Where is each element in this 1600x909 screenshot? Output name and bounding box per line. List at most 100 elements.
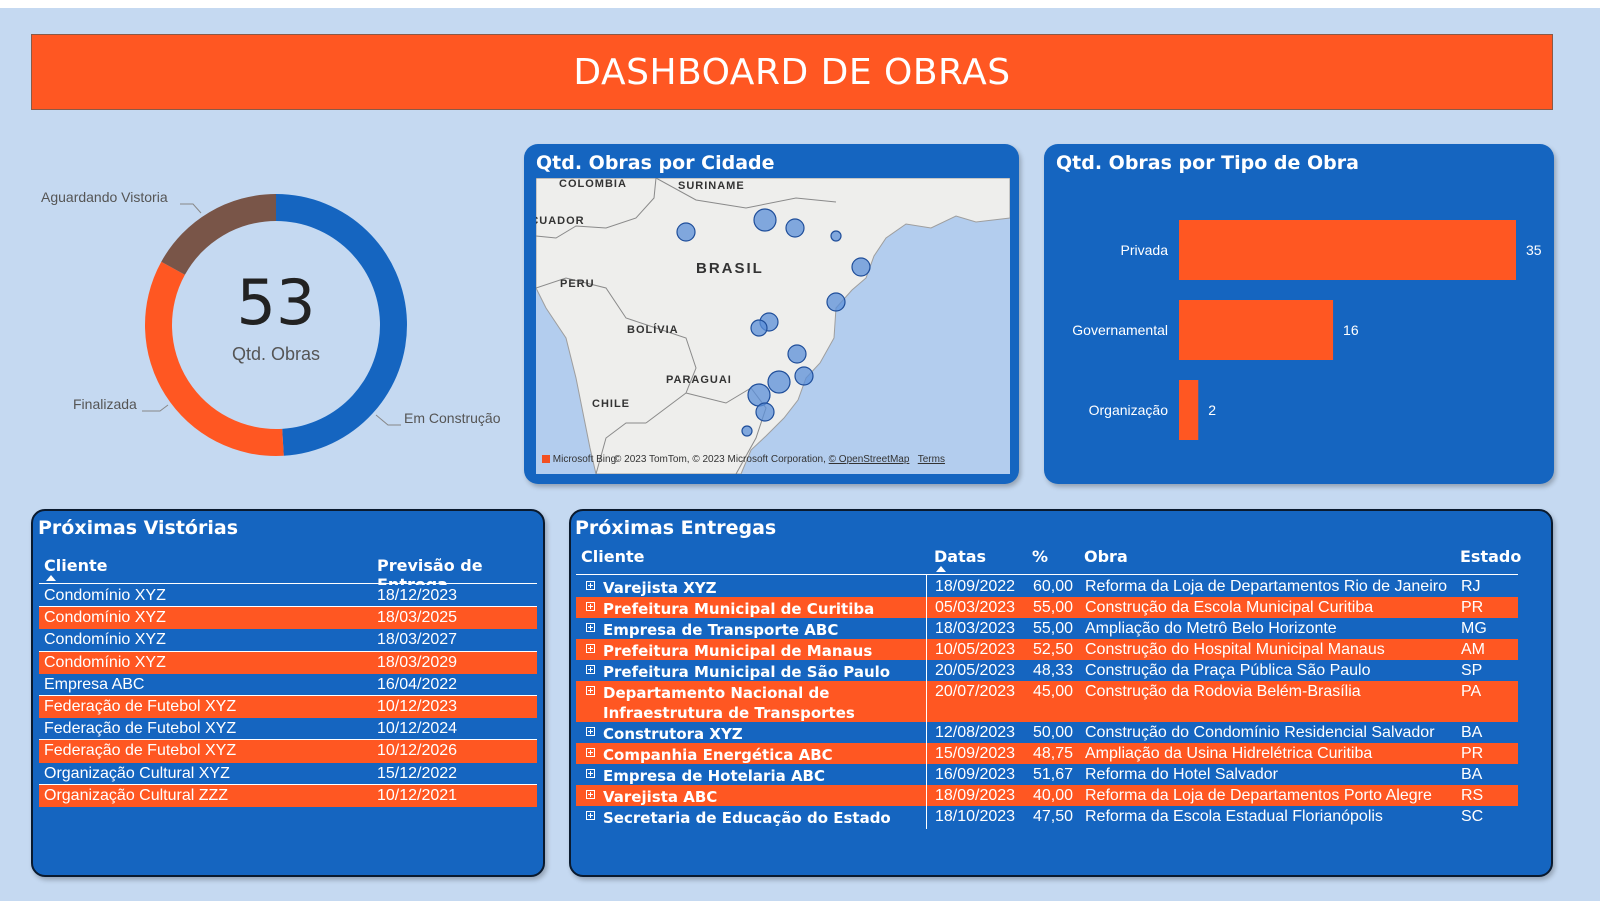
microsoft-logo-icon — [542, 455, 550, 464]
table-row[interactable]: Condomínio XYZ 18/03/2025 — [39, 607, 537, 630]
expand-plus-icon[interactable] — [586, 665, 595, 674]
donut-slice-1[interactable] — [144, 261, 284, 456]
city-bubble[interactable] — [826, 292, 846, 312]
expand-plus-icon[interactable] — [586, 686, 595, 695]
donut-slice-2[interactable] — [161, 194, 276, 275]
entregas-col-pct[interactable]: % — [1032, 547, 1049, 566]
dashboard-header: DASHBOARD DE OBRAS — [31, 34, 1553, 110]
map-title: Qtd. Obras por Cidade — [536, 152, 775, 174]
city-bubble[interactable] — [794, 366, 814, 386]
cell-pct: 50,00 — [1033, 724, 1074, 741]
sort-ascending-icon — [46, 575, 56, 581]
donut-total-value: 53 — [236, 266, 316, 339]
city-bubble[interactable] — [750, 319, 768, 337]
map-label-suriname: SURINAME — [678, 180, 745, 192]
cell-previsao: 18/12/2023 — [377, 587, 458, 604]
table-row[interactable]: Condomínio XYZ 18/12/2023 — [39, 585, 537, 608]
expand-plus-icon[interactable] — [586, 623, 595, 632]
cell-pct: 48,33 — [1033, 662, 1074, 679]
table-row[interactable]: Varejista ABC 18/09/2023 40,00 Reforma da L… — [576, 785, 1518, 806]
table-row[interactable]: Secretaria de Educação do Estado 18/10/20… — [576, 806, 1518, 827]
cell-estado: SC — [1461, 808, 1484, 825]
donut-label-finalizada: Finalizada — [73, 396, 137, 412]
vistorias-col-cliente[interactable]: Cliente — [44, 556, 108, 575]
cell-data: 18/09/2022 — [935, 578, 1016, 595]
expand-plus-icon[interactable] — [586, 790, 595, 799]
expand-plus-icon[interactable] — [586, 748, 595, 757]
city-bubble[interactable] — [785, 218, 805, 238]
cell-pct: 55,00 — [1033, 620, 1074, 637]
map-visual[interactable]: COLOMBIA SURINAME ECUADOR BRASIL PERU BO… — [536, 178, 1010, 474]
table-row[interactable]: Prefeitura Municipal de Manaus 10/05/2023… — [576, 639, 1518, 660]
table-row[interactable]: Organização Cultural ZZZ 10/12/2021 — [39, 784, 537, 807]
table-row[interactable]: Federação de Futebol XYZ 10/12/2024 — [39, 718, 537, 741]
table-row[interactable]: Federação de Futebol XYZ 10/12/2023 — [39, 696, 537, 719]
cell-estado: SP — [1461, 662, 1483, 679]
report-canvas: DASHBOARD DE OBRAS 53 Qtd. Obras Aguarda… — [0, 8, 1600, 901]
entregas-col-estado[interactable]: Estado — [1460, 547, 1522, 566]
cell-cliente: Federação de Futebol XYZ — [44, 720, 237, 738]
city-bubble[interactable] — [767, 370, 791, 394]
bar-1[interactable] — [1179, 300, 1334, 360]
table-row[interactable]: Condomínio XYZ 18/03/2027 — [39, 629, 537, 652]
map-label-brasil: BRASIL — [696, 260, 764, 277]
city-bubble[interactable] — [787, 344, 807, 364]
city-bubble[interactable] — [676, 222, 696, 242]
bar-category-label: Privada — [1121, 242, 1169, 258]
cell-obra: Reforma do Hotel Salvador — [1085, 766, 1278, 783]
cell-data: 05/03/2023 — [935, 599, 1016, 616]
city-bubble[interactable] — [755, 402, 775, 422]
entregas-table-panel: Próximas Entregas Cliente Datas % Obra E… — [569, 509, 1553, 877]
table-row[interactable]: Varejista XYZ 18/09/2022 60,00 Reforma da L… — [576, 576, 1518, 597]
table-row[interactable]: Empresa de Hotelaria ABC 16/09/2023 51,67 R… — [576, 764, 1518, 785]
map-terms-link[interactable]: Terms — [917, 454, 945, 465]
bar-2[interactable] — [1179, 380, 1199, 440]
table-row[interactable]: Construtora XYZ 12/08/2023 50,00 Construção… — [576, 722, 1518, 743]
expand-plus-icon[interactable] — [586, 581, 595, 590]
bar-chart-title: Qtd. Obras por Tipo de Obra — [1056, 152, 1359, 174]
city-bubble[interactable] — [851, 257, 871, 277]
cell-cliente: Secretaria de Educação do Estado — [603, 809, 891, 827]
expand-plus-icon[interactable] — [586, 769, 595, 778]
cell-cliente: Organização Cultural ZZZ — [44, 786, 229, 804]
donut-slice-0[interactable] — [276, 194, 407, 456]
table-row[interactable]: Prefeitura Municipal de Curitiba 05/03/20… — [576, 597, 1518, 618]
table-row[interactable]: Empresa ABC 16/04/2022 — [39, 673, 537, 696]
cell-cliente: Prefeitura Municipal de Curitiba — [603, 600, 875, 618]
donut-total-label: Qtd. Obras — [231, 344, 321, 364]
table-row[interactable]: Companhia Energética ABC 15/09/2023 48,75 A… — [576, 743, 1518, 764]
cell-cliente: Organização Cultural XYZ — [44, 764, 230, 782]
cell-data: 16/09/2023 — [935, 766, 1016, 783]
tipo-obra-bar-chart[interactable]: Privada 35 Governamental 16 Organização 2 — [1044, 144, 1554, 484]
status-donut-chart[interactable] — [0, 8, 520, 488]
expand-plus-icon[interactable] — [586, 644, 595, 653]
bar-0[interactable] — [1179, 220, 1516, 280]
expand-plus-icon[interactable] — [586, 602, 595, 611]
entregas-col-obra[interactable]: Obra — [1084, 547, 1128, 566]
table-row[interactable]: Condomínio XYZ 18/03/2029 — [39, 651, 537, 674]
table-row[interactable]: Federação de Futebol XYZ 10/12/2026 — [39, 740, 537, 763]
cell-cliente: Varejista XYZ — [603, 579, 717, 597]
table-row[interactable]: Organização Cultural XYZ 15/12/2022 — [39, 762, 537, 785]
map-osm-link[interactable]: © OpenStreetMap — [828, 454, 910, 465]
entregas-col-datas[interactable]: Datas — [934, 547, 987, 566]
vistorias-table-panel: Próximas Vistórias Cliente Previsão de E… — [31, 509, 545, 877]
cell-cliente: Prefeitura Municipal de Manaus — [603, 642, 873, 660]
vistorias-header-divider — [39, 583, 537, 584]
table-row[interactable]: Empresa de Transporte ABC 18/03/2023 55,00… — [576, 618, 1518, 639]
city-bubble[interactable] — [753, 208, 777, 232]
vistorias-title: Próximas Vistórias — [38, 517, 239, 539]
table-row[interactable]: Prefeitura Municipal de São Paulo 20/05/2… — [576, 660, 1518, 681]
cell-estado: BA — [1461, 766, 1483, 783]
cell-previsao: 10/12/2024 — [377, 720, 458, 738]
table-row[interactable]: Departamento Nacional de Infraestrutura … — [576, 681, 1518, 722]
city-bubble[interactable] — [830, 230, 842, 242]
map-bing-logo: Microsoft Bing — [542, 454, 616, 465]
cell-data: 18/10/2023 — [935, 808, 1016, 825]
map-label-chile: CHILE — [592, 398, 630, 410]
cell-cliente: Empresa de Transporte ABC — [603, 621, 839, 639]
expand-plus-icon[interactable] — [586, 811, 595, 820]
city-bubble[interactable] — [741, 425, 753, 437]
expand-plus-icon[interactable] — [586, 727, 595, 736]
entregas-col-cliente[interactable]: Cliente — [581, 547, 645, 566]
